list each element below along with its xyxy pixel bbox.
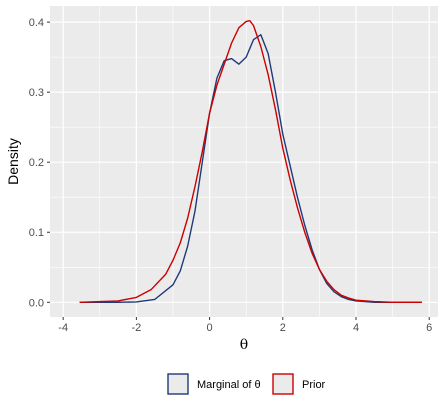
x-tick-label: 0 [207, 322, 213, 334]
legend-label-prior: Prior [302, 379, 326, 391]
y-axis: 0.0 0.1 0.2 0.3 0.4 [29, 17, 50, 309]
y-axis-title: Density [5, 138, 21, 185]
series-line-0 [79, 34, 422, 303]
x-tick-label: 4 [353, 322, 359, 334]
y-tick-label: 0.4 [29, 17, 44, 29]
legend: Marginal of θ Prior [167, 373, 326, 395]
legend-key-prior [272, 373, 294, 395]
legend-key-marginal [167, 373, 189, 395]
x-tick-label: -4 [58, 322, 68, 334]
x-tick-label: -2 [131, 322, 141, 334]
y-tick-label: 0.2 [29, 157, 44, 169]
y-tick-label: 0.3 [29, 87, 44, 99]
y-tick-label: 0.1 [29, 227, 44, 239]
series-line-1 [79, 20, 422, 303]
x-axis: -4 -2 0 2 4 6 [58, 317, 432, 334]
x-tick-label: 6 [426, 322, 432, 334]
plot-panel [50, 6, 438, 317]
x-tick-label: 2 [280, 322, 286, 334]
y-tick-label: 0.0 [29, 297, 44, 309]
x-axis-title: θ [240, 337, 248, 353]
series-layer [79, 20, 422, 303]
grid-major [50, 6, 438, 317]
legend-label-marginal: Marginal of θ [197, 379, 261, 391]
